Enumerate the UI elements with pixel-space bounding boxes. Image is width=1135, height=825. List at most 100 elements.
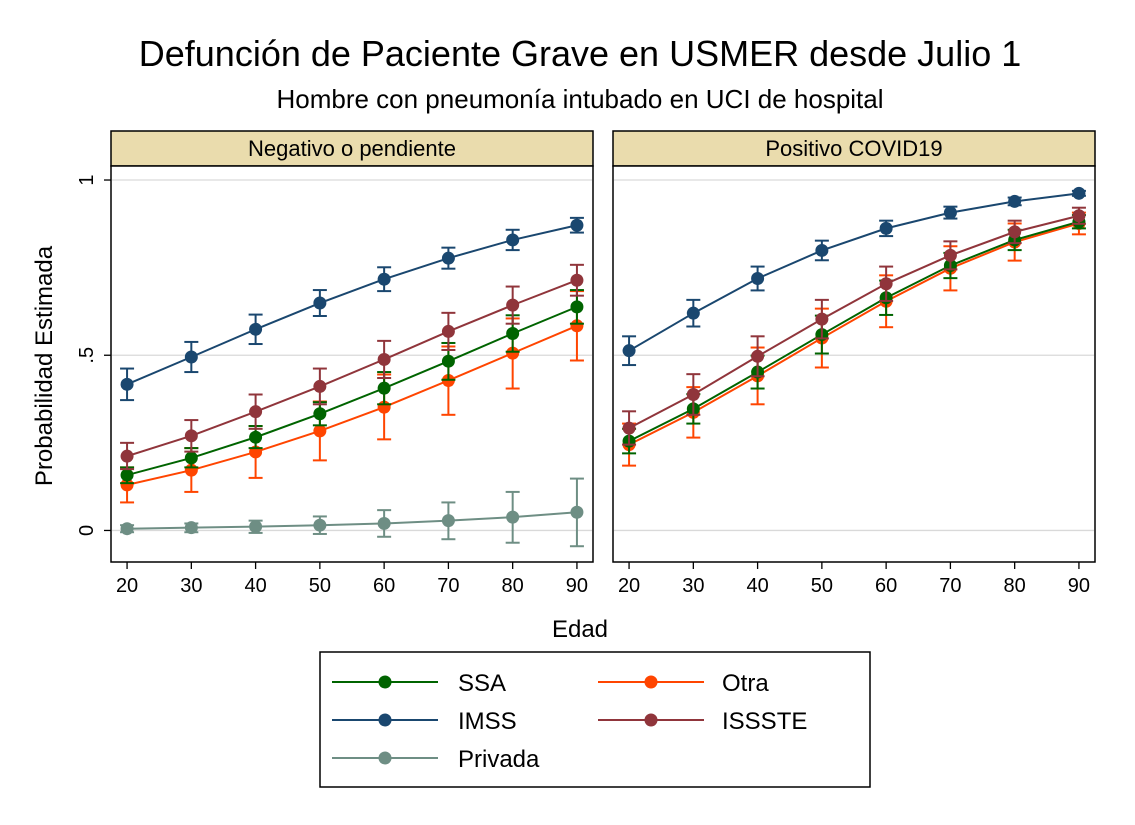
panel-negativo-o-pendiente-series-ssa-point-2	[249, 430, 263, 444]
panel-positivo-covid19-x-tick-label-2: 40	[746, 575, 768, 597]
chart-title: Defunción de Paciente Grave en USMER des…	[139, 33, 1022, 74]
panel-negativo-o-pendiente-strip-label: Negativo o pendiente	[248, 136, 456, 161]
panel-negativo-o-pendiente-series-privada-point-2	[249, 520, 263, 534]
panel-negativo-o-pendiente-series-imss-point-3	[313, 296, 327, 310]
y-tick-label-0: 0	[76, 525, 98, 536]
panel-negativo-o-pendiente-series-imss-line	[126, 224, 578, 386]
legend-item-otra-label: Otra	[722, 670, 769, 697]
panel-negativo-o-pendiente-series-imss	[120, 216, 584, 402]
legend-item-privada-label: Privada	[458, 746, 540, 773]
panel-positivo-covid19-series-issste-point-4	[879, 277, 893, 291]
legend-item-issste-marker	[644, 713, 658, 727]
panel-negativo-o-pendiente-series-issste	[120, 263, 584, 471]
panel-negativo-o-pendiente-series-otra-point-0	[120, 478, 134, 492]
panel-positivo-covid19-plot-area	[612, 165, 1096, 563]
legend-item-issste-label: ISSSTE	[722, 708, 807, 735]
panel-negativo-o-pendiente-series-issste-point-3	[313, 379, 327, 393]
panel-negativo-o-pendiente-series-otra-point-7	[570, 319, 584, 333]
panel-negativo-o-pendiente-series-issste-line	[126, 279, 578, 458]
panel-negativo-o-pendiente-x-tick-label-0: 20	[116, 575, 138, 597]
panel-negativo-o-pendiente-series-imss-point-6	[506, 233, 520, 247]
legend-item-imss: IMSS	[332, 708, 517, 735]
panel-negativo-o-pendiente: Negativo o pendiente 0 .5 1 20 30 40 50 60 70 80 90	[76, 130, 594, 597]
chart-panels: Negativo o pendiente 0 .5 1 20 30 40 50 60 70 80 90…	[76, 130, 1096, 597]
panel-positivo-covid19-series-imss-point-0	[622, 344, 636, 358]
panel-positivo-covid19-series-issste-point-0	[622, 421, 636, 435]
panel-negativo-o-pendiente-series-ssa-point-7	[570, 300, 584, 314]
panel-positivo-covid19-series-issste-point-3	[815, 312, 829, 326]
panel-negativo-o-pendiente-series-imss-point-5	[441, 251, 455, 265]
panel-negativo-o-pendiente-series-otra-point-3	[313, 424, 327, 438]
panel-negativo-o-pendiente-strip	[110, 130, 594, 167]
panel-negativo-o-pendiente-series-ssa-point-3	[313, 407, 327, 421]
legend-item-otra: Otra	[598, 670, 769, 697]
legend-item-ssa-marker	[378, 675, 392, 689]
panel-positivo-covid19-series-imss-point-7	[1072, 186, 1086, 200]
panel-negativo-o-pendiente-series-otra-point-6	[506, 346, 520, 360]
panel-positivo-covid19-x-tick-label-5: 70	[939, 575, 961, 597]
panel-negativo-o-pendiente-series-issste-point-1	[184, 429, 198, 443]
y-tick-label-2: 1	[76, 174, 98, 185]
panel-positivo-covid19-series-otra-line	[628, 222, 1080, 446]
panel-positivo-covid19-series-imss-point-4	[879, 221, 893, 235]
panel-negativo-o-pendiente-x-tick-label-2: 40	[244, 575, 266, 597]
panel-negativo-o-pendiente-series-privada-point-1	[184, 521, 198, 535]
panel-positivo-covid19-series-imss-point-5	[943, 206, 957, 220]
panel-positivo-covid19-series-imss-point-3	[815, 243, 829, 257]
panel-negativo-o-pendiente-series-privada-point-6	[506, 510, 520, 524]
panel-negativo-o-pendiente-series-imss-point-2	[249, 322, 263, 336]
panel-negativo-o-pendiente-series-privada	[120, 477, 584, 548]
panel-positivo-covid19-x-tick-label-1: 30	[682, 575, 704, 597]
panel-negativo-o-pendiente-series-privada-point-4	[377, 516, 391, 530]
panel-negativo-o-pendiente-x-tick-label-4: 60	[373, 575, 395, 597]
panel-negativo-o-pendiente-x-tick-label-6: 80	[502, 575, 524, 597]
panel-positivo-covid19-series-imss-point-1	[686, 306, 700, 320]
panel-positivo-covid19-x-tick-label-4: 60	[875, 575, 897, 597]
panel-negativo-o-pendiente-plot-area	[110, 165, 594, 563]
legend-item-imss-label: IMSS	[458, 708, 517, 735]
panel-negativo-o-pendiente-series-privada-point-7	[570, 505, 584, 519]
panel-negativo-o-pendiente-series-privada-point-5	[441, 514, 455, 528]
panel-negativo-o-pendiente-series-issste-point-4	[377, 352, 391, 366]
panel-positivo-covid19-series-imss-point-2	[751, 271, 765, 285]
panel-positivo-covid19-series-issste-point-6	[1008, 225, 1022, 239]
panel-positivo-covid19: Positivo COVID19 20 30 40 50 60 70 80 90	[612, 130, 1096, 597]
panel-positivo-covid19-series-ssa-line	[628, 220, 1080, 442]
panel-negativo-o-pendiente-x-tick-label-3: 50	[309, 575, 331, 597]
panel-negativo-o-pendiente-series-otra-line	[126, 324, 578, 486]
y-axis-title: Probabilidad Estimada	[31, 245, 58, 486]
panel-positivo-covid19-series-issste-point-2	[751, 349, 765, 363]
panel-negativo-o-pendiente-series-issste-point-5	[441, 324, 455, 338]
panel-negativo-o-pendiente-series-ssa-point-0	[120, 468, 134, 482]
panel-negativo-o-pendiente-series-ssa-point-1	[184, 451, 198, 465]
legend-item-issste: ISSSTE	[598, 708, 807, 735]
panel-negativo-o-pendiente-x-tick-label-5: 70	[437, 575, 459, 597]
panel-negativo-o-pendiente-series-issste-point-7	[570, 273, 584, 287]
panel-negativo-o-pendiente-series-privada-line	[127, 511, 578, 530]
x-axis-title: Edad	[552, 616, 608, 643]
legend: SSA Otra IMSS ISSSTE Privada	[319, 651, 871, 788]
panel-positivo-covid19-series-imss	[622, 186, 1086, 367]
panel-negativo-o-pendiente-series-ssa-point-6	[506, 327, 520, 341]
panel-negativo-o-pendiente-series-issste-point-2	[249, 405, 263, 419]
panel-positivo-covid19-series-issste-point-5	[943, 248, 957, 262]
panel-positivo-covid19-series-imss-line	[628, 192, 1080, 352]
panel-positivo-covid19-x-tick-label-0: 20	[618, 575, 640, 597]
panel-positivo-covid19-series-issste-point-1	[686, 387, 700, 401]
panel-negativo-o-pendiente-series-imss-point-4	[377, 272, 391, 286]
legend-item-ssa-label: SSA	[458, 670, 506, 697]
panel-negativo-o-pendiente-series-ssa-point-5	[441, 354, 455, 368]
panel-negativo-o-pendiente-series-imss-point-0	[120, 377, 134, 391]
panel-negativo-o-pendiente-series-imss-point-1	[184, 350, 198, 364]
legend-item-imss-marker	[378, 713, 392, 727]
panel-positivo-covid19-x-tick-label-3: 50	[811, 575, 833, 597]
panel-positivo-covid19-series-issste-line	[628, 214, 1080, 430]
panel-negativo-o-pendiente-series-privada-point-0	[120, 522, 134, 536]
panel-negativo-o-pendiente-x-tick-label-7: 90	[566, 575, 588, 597]
panel-negativo-o-pendiente-series-ssa	[120, 289, 584, 485]
panel-negativo-o-pendiente-series-issste-point-0	[120, 449, 134, 463]
panel-positivo-covid19-series-imss-point-6	[1008, 194, 1022, 208]
legend-item-privada-marker	[378, 751, 392, 765]
legend-item-otra-marker	[644, 675, 658, 689]
